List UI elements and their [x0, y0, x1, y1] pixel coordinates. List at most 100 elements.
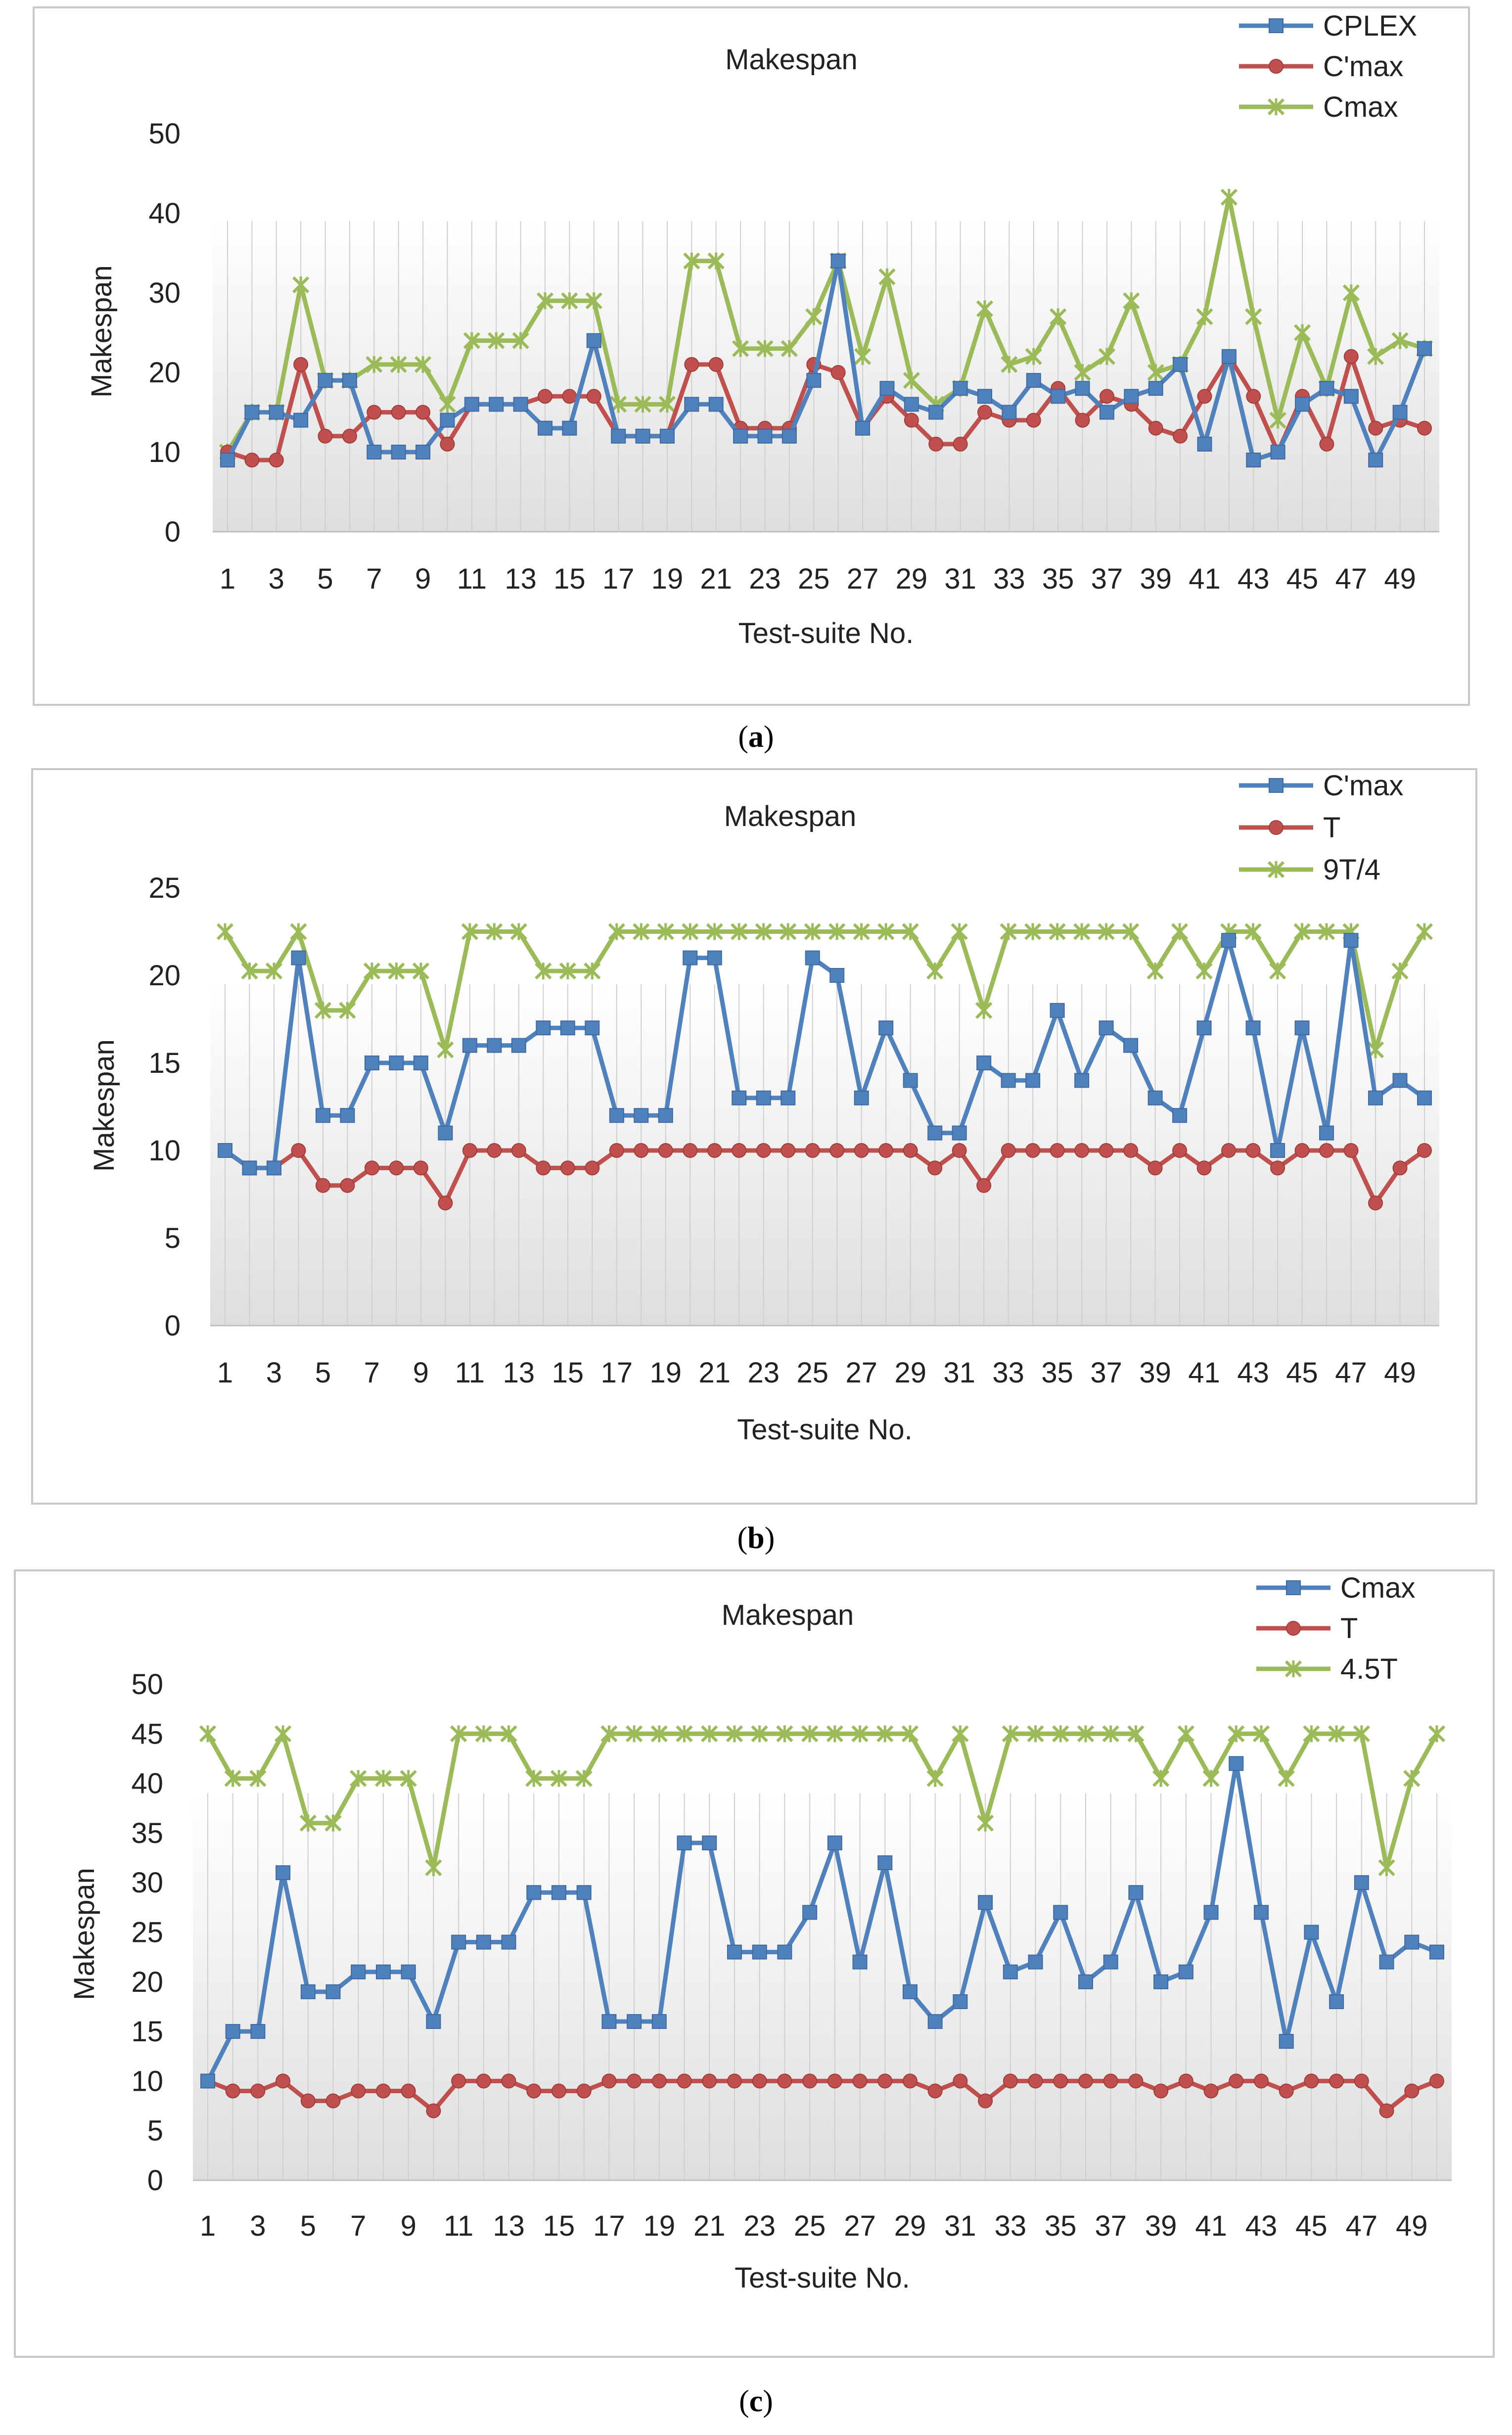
data-point — [1053, 2073, 1068, 2089]
data-point — [1269, 412, 1286, 429]
data-point — [829, 1143, 845, 1158]
data-point — [1368, 420, 1383, 436]
data-point — [300, 1984, 316, 1999]
data-point — [1001, 356, 1018, 373]
data-point — [536, 1020, 551, 1036]
data-point — [903, 1073, 918, 1088]
data-point — [1001, 1073, 1016, 1088]
data-point — [777, 2073, 792, 2089]
data-point — [1319, 1143, 1334, 1158]
data-point — [501, 2073, 516, 2089]
data-point — [684, 397, 699, 412]
data-point — [805, 950, 820, 965]
data-point — [1221, 349, 1237, 364]
data-point — [1245, 308, 1262, 325]
data-point — [1270, 445, 1285, 459]
data-point — [1178, 1964, 1193, 1979]
data-point — [659, 428, 675, 444]
x-tick-label: 29 — [896, 563, 928, 595]
data-point — [1343, 933, 1359, 948]
data-point — [538, 389, 553, 404]
data-point — [216, 923, 234, 940]
data-point — [562, 420, 577, 436]
x-tick-label: 19 — [650, 1357, 682, 1389]
chart-c-plot-background — [193, 1793, 1452, 2180]
data-point — [1343, 349, 1359, 364]
data-point — [1153, 2083, 1169, 2099]
x-tick-label: 49 — [1396, 2210, 1428, 2242]
data-point — [440, 413, 455, 428]
data-point — [1378, 1859, 1395, 1877]
y-tick-label: 50 — [148, 118, 181, 150]
data-point — [1002, 1725, 1019, 1743]
data-point — [510, 923, 527, 940]
data-point — [291, 950, 306, 965]
data-point — [1128, 1885, 1144, 1900]
data-point — [300, 2093, 316, 2109]
data-point — [1417, 1090, 1432, 1105]
data-point — [1416, 923, 1433, 940]
caption-a-letter: a — [748, 720, 764, 754]
data-point — [391, 445, 406, 459]
data-point — [1146, 963, 1164, 980]
data-point — [926, 1770, 944, 1787]
x-tick-label: 25 — [796, 1357, 828, 1389]
data-point — [1103, 2073, 1118, 2089]
data-point — [975, 1002, 993, 1019]
y-tick-label: 15 — [148, 1047, 181, 1079]
data-point — [927, 2083, 943, 2099]
legend-marker — [1284, 1660, 1302, 1678]
x-tick-label: 45 — [1295, 2210, 1328, 2242]
x-tick-label: 15 — [543, 2210, 575, 2242]
data-point — [756, 340, 774, 357]
data-point — [1319, 436, 1334, 452]
data-point — [1098, 923, 1115, 940]
data-point — [683, 950, 698, 965]
y-tick-label: 0 — [165, 1310, 181, 1342]
x-tick-label: 33 — [995, 2210, 1027, 2242]
x-tick-label: 47 — [1335, 1357, 1367, 1389]
data-point — [413, 1056, 428, 1070]
data-point — [752, 1944, 767, 1960]
legend-item: T — [1239, 812, 1340, 844]
y-tick-label: 20 — [148, 960, 181, 992]
data-point — [376, 1964, 391, 1979]
x-tick-label: 29 — [894, 2210, 926, 2242]
data-point — [1196, 1020, 1212, 1036]
data-point — [1429, 2073, 1444, 2089]
legend-marker — [1267, 98, 1285, 116]
data-point — [1417, 420, 1432, 436]
data-point — [677, 2073, 692, 2089]
legend-item: T — [1256, 1612, 1358, 1645]
data-point — [275, 1865, 291, 1881]
data-point — [626, 1725, 643, 1743]
series-line — [205, 1761, 1438, 2082]
data-point — [1171, 923, 1189, 940]
data-point — [250, 2024, 266, 2039]
data-point — [391, 405, 406, 420]
data-point — [727, 2073, 742, 2089]
data-point — [225, 2024, 240, 2039]
data-point — [828, 923, 846, 940]
data-point — [1003, 1964, 1018, 1979]
data-point — [1128, 2073, 1144, 2089]
data-point — [415, 405, 431, 420]
data-point — [475, 1725, 492, 1743]
data-point — [1367, 348, 1384, 365]
data-point — [1354, 2073, 1369, 2089]
data-point — [512, 332, 529, 349]
data-point — [464, 397, 479, 412]
data-point — [1027, 1725, 1044, 1743]
data-point — [903, 1984, 917, 1999]
y-tick-label: 10 — [148, 1135, 181, 1167]
data-point — [1392, 1073, 1408, 1088]
data-point — [1278, 1770, 1295, 1787]
data-point — [805, 308, 823, 325]
data-point — [732, 340, 749, 357]
data-point — [586, 333, 601, 348]
data-point — [977, 1814, 994, 1832]
data-point — [829, 968, 845, 983]
data-point — [830, 253, 846, 269]
data-point — [1203, 1905, 1219, 1920]
data-point — [601, 2073, 617, 2089]
